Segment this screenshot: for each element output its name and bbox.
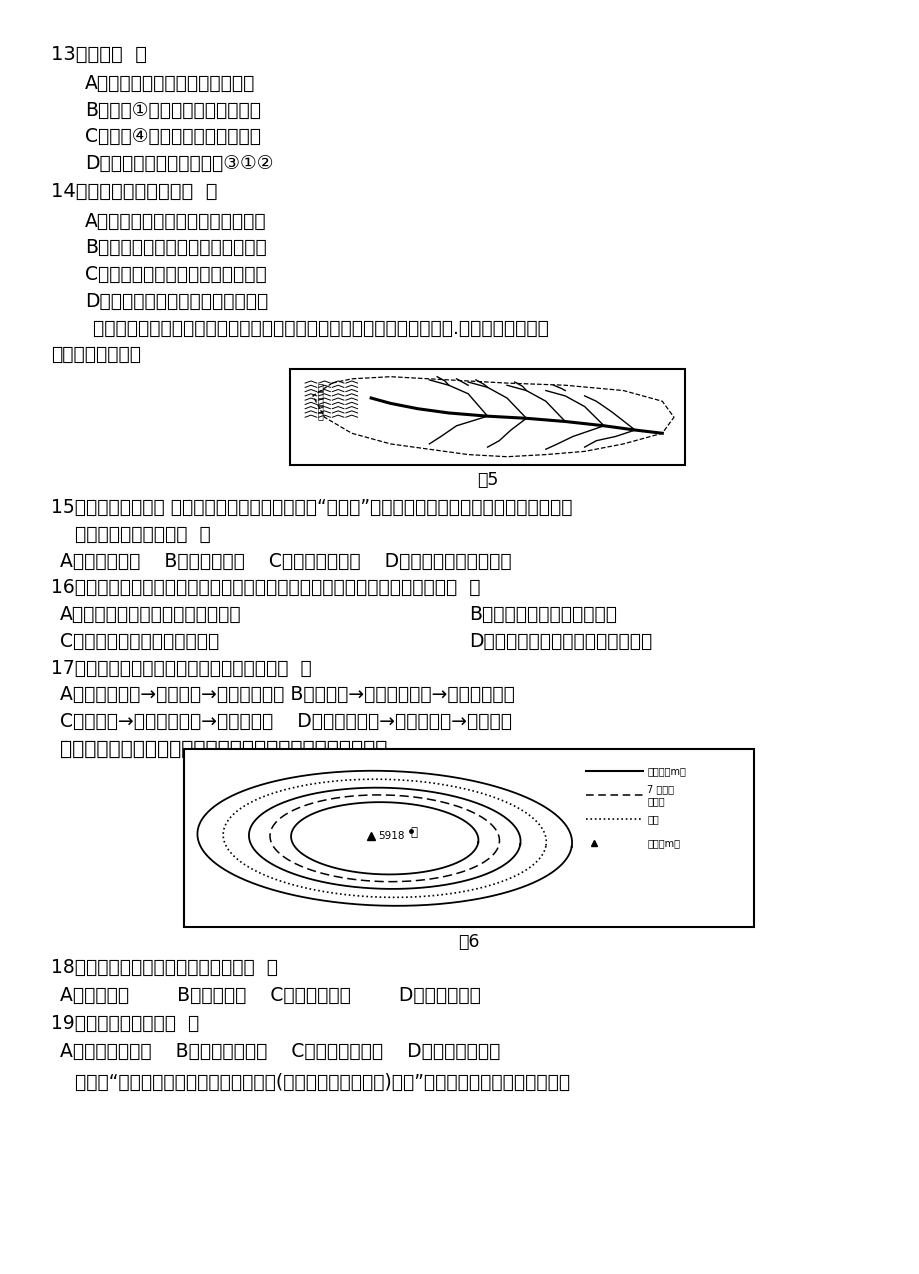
Text: 图６为某山地各地理要素示意图。读图，回答１８～１９题。: 图６为某山地各地理要素示意图。读图，回答１８～１９题。 (60, 740, 387, 759)
Text: 16．该河输沙量巨大，河口处却未能塑造出宽阔的三角洲，其原因最有可能是（  ）: 16．该河输沙量巨大，河口处却未能塑造出宽阔的三角洲，其原因最有可能是（ ） (51, 578, 480, 598)
Text: 5918: 5918 (378, 831, 403, 841)
Text: 图７为“信风带中的某海区水温空间分布(水平分布和垂直分布)情况”。读图，回答２０～２１题。: 图７为“信风带中的某海区水温空间分布(水平分布和垂直分布)情况”。读图，回答２０… (51, 1073, 569, 1092)
Text: 图5: 图5 (476, 471, 498, 489)
Text: D．可提升不同纬度水热资源利用率: D．可提升不同纬度水热资源利用率 (85, 292, 267, 311)
Text: A．山地海拔高→水热充足→自然带类型多 B．纬度低→地形类型多样→植被类型多样: A．山地海拔高→水热充足→自然带类型多 B．纬度低→地形类型多样→植被类型多样 (60, 685, 514, 705)
Text: 脉: 脉 (317, 410, 323, 420)
Text: 17．能体现出图中自然地理环境整体性的是（  ）: 17．能体现出图中自然地理环境整体性的是（ ） (51, 659, 311, 678)
Text: 第: 第 (317, 390, 323, 399)
Text: B．岩层①是由于变质作用形成的: B．岩层①是由于变质作用形成的 (85, 101, 260, 120)
Text: 等高线（m）: 等高线（m） (647, 766, 686, 776)
Text: B．有利于减轻滑坡、泥石流等灾害: B．有利于减轻滑坡、泥石流等灾害 (85, 238, 267, 257)
Text: A．寒暖流交汇    B．大陆架宽浅    C．河流泻水量大    D．处在鱼类迁徙路线上: A．寒暖流交汇 B．大陆架宽浅 C．河流泻水量大 D．处在鱼类迁徙路线上 (60, 552, 511, 571)
Text: A．阴坡和背风坡    B．阴坡和迎风坡    C．阳坡和迎风坡    D．阳坡和背风坡: A．阴坡和背风坡 B．阴坡和迎风坡 C．阳坡和迎风坡 D．阳坡和背风坡 (60, 1042, 500, 1061)
Text: D．泥沙等悬浮物被强大的洋流搬运: D．泥沙等悬浮物被强大的洋流搬运 (469, 632, 652, 651)
Text: 安: 安 (317, 382, 323, 392)
Text: 雪线: 雪线 (647, 814, 659, 824)
Text: C．适合大型机械化生产，商品率高: C．适合大型机械化生产，商品率高 (85, 265, 267, 284)
Bar (184, 749, 754, 927)
Text: 14．该区域的农业模式（  ）: 14．该区域的农业模式（ ） (51, 182, 217, 201)
Text: 图５中河流流量大、流域面积广、水系发达，据统计，其支流总数超过１.５万条。读图，完: 图５中河流流量大、流域面积广、水系发达，据统计，其支流总数超过１.５万条。读图，… (51, 318, 548, 338)
Text: 甲: 甲 (410, 826, 417, 838)
Text: C．河流④处左岸堆积，右岸侵蚀: C．河流④处左岸堆积，右岸侵蚀 (85, 127, 260, 147)
Text: 19．该山地北坡属于（  ）: 19．该山地北坡属于（ ） (51, 1014, 199, 1033)
Text: 等温线: 等温线 (647, 796, 664, 806)
Text: 种现象的原因主要是（  ）: 种现象的原因主要是（ ） (75, 525, 211, 544)
Text: 18．图中甲处分布最广的植被可能为（  ）: 18．图中甲处分布最广的植被可能为（ ） (51, 958, 278, 977)
Text: 山峰（m）: 山峰（m） (647, 838, 680, 848)
Text: A．地处板块交界处，地壳持续下沉: A．地处板块交界处，地壳持续下沉 (60, 605, 241, 624)
Text: 7 月均温: 7 月均温 (647, 784, 674, 794)
Text: A．发展优势是肥沃深厚的土壤条件: A．发展优势是肥沃深厚的土壤条件 (85, 211, 266, 231)
Text: 15．该河河口处近１ ０００平方千米的海域被称为“淡水海”，是淡水鱼和咸水鱼共同的家园，造成这: 15．该河河口处近１ ０００平方千米的海域被称为“淡水海”，是淡水鱼和咸水鱼共同… (51, 498, 572, 517)
Text: 图6: 图6 (458, 933, 480, 950)
Text: C．泥沙等悬浮物被挖沙船搬运: C．泥沙等悬浮物被挖沙船搬运 (60, 632, 219, 651)
Text: D．地质地貌的形成顺序是③①②: D．地质地貌的形成顺序是③①② (85, 154, 273, 173)
Bar (289, 369, 685, 465)
Text: B．地处赤道附近，风力微弱: B．地处赤道附近，风力微弱 (469, 605, 617, 624)
Text: 斯: 斯 (317, 396, 323, 406)
Text: 山: 山 (317, 403, 323, 413)
Text: C．纬度低→热带雨林气候→河流水量大    D．东部为平原→河水流速慢→含沙量大: C．纬度低→热带雨林气候→河流水量大 D．东部为平原→河水流速慢→含沙量大 (60, 712, 511, 731)
Text: A．高山草甸        B．高寒荒漠    C．高山针叶林        D．针阔混交林: A．高山草甸 B．高寒荒漠 C．高山针叶林 D．针阔混交林 (60, 986, 480, 1005)
Text: A．暗河主要通过蒸发参与水循环: A．暗河主要通过蒸发参与水循环 (85, 74, 255, 93)
Text: 13．图中（  ）: 13．图中（ ） (51, 45, 146, 64)
Text: 成１５～１７题。: 成１５～１７题。 (51, 345, 141, 364)
